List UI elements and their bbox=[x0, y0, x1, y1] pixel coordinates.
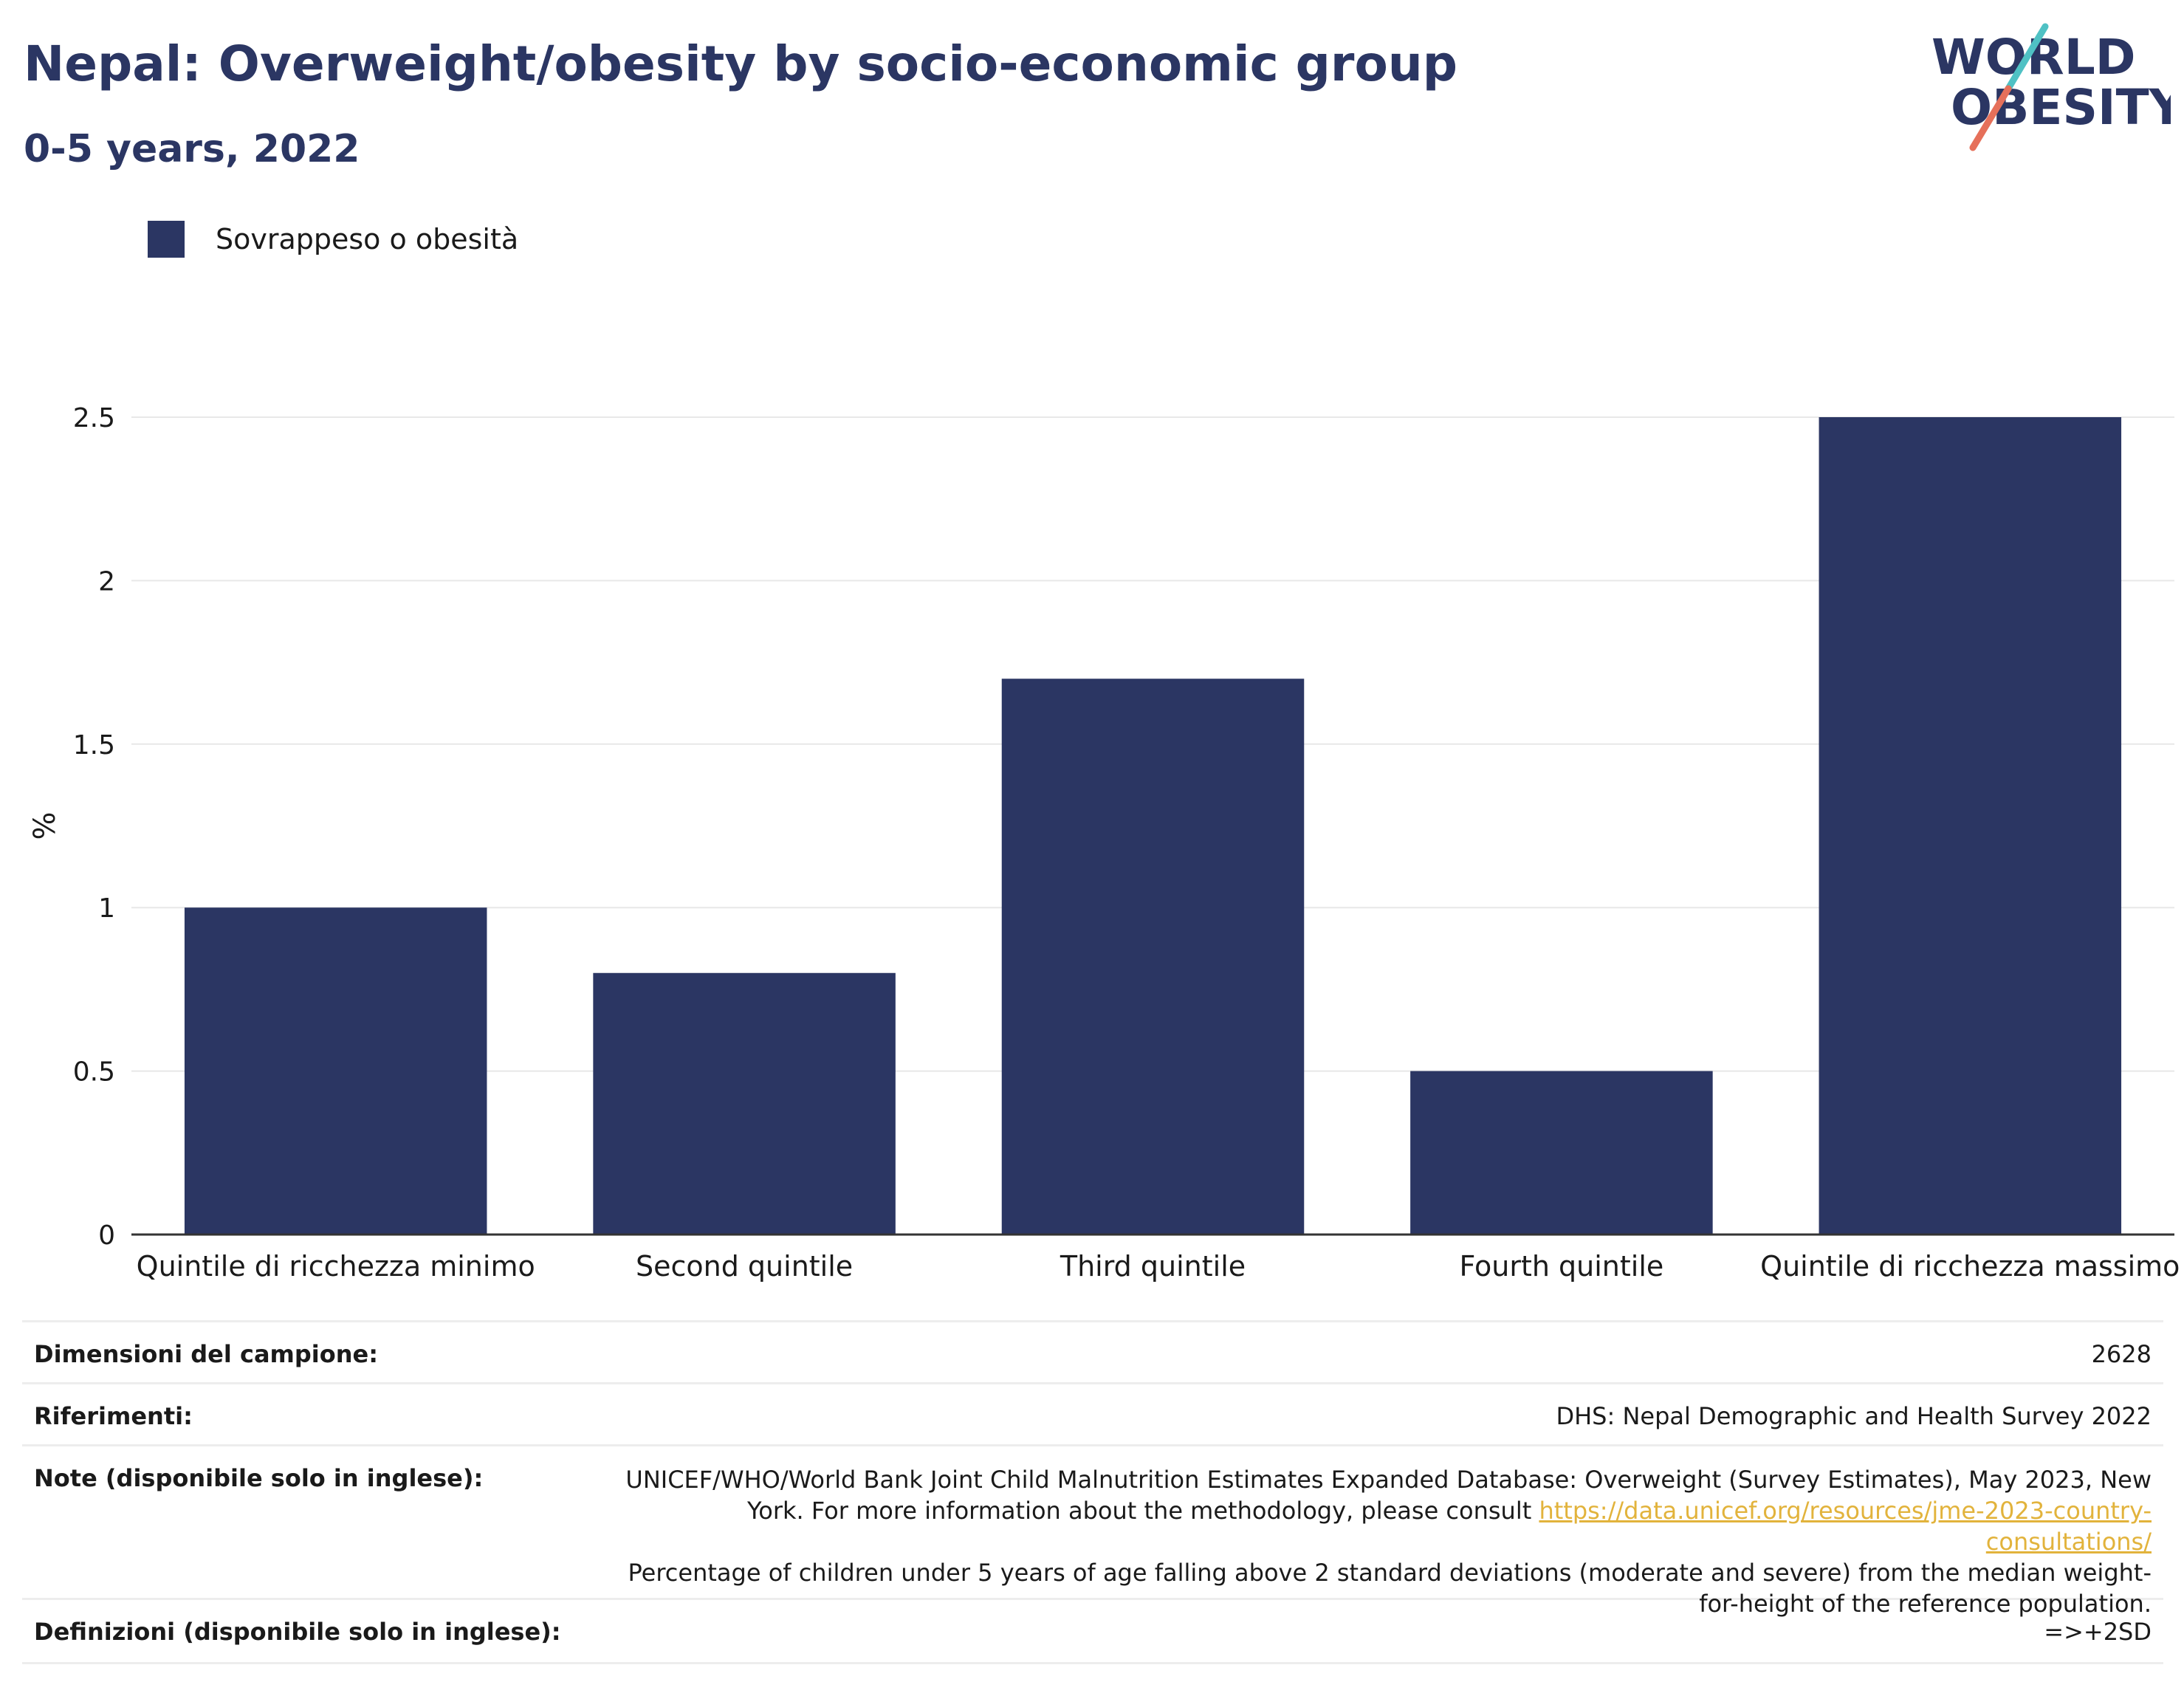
notes-link[interactable]: https://data.unicef.org/resources/jme-20… bbox=[1539, 1497, 2152, 1556]
references-label: Riferimenti: bbox=[34, 1402, 193, 1430]
notes-text-2: Percentage of children under 5 years of … bbox=[628, 1559, 2152, 1618]
y-axis-label: % bbox=[28, 811, 62, 840]
x-tick-label: Quintile di ricchezza minimo bbox=[137, 1250, 535, 1283]
notes-row: Note (disponibile solo in inglese): UNIC… bbox=[22, 1444, 2163, 1618]
info-table: Dimensioni del campione: 2628 Riferiment… bbox=[22, 1320, 2163, 1664]
sample-size-label: Dimensioni del campione: bbox=[34, 1340, 379, 1368]
y-tick-label: 2 bbox=[98, 566, 115, 597]
definitions-value: =>+2SD bbox=[2044, 1618, 2152, 1646]
notes-value: UNICEF/WHO/World Bank Joint Child Malnut… bbox=[616, 1464, 2163, 1619]
chart-title: Nepal: Overweight/obesity by socio-econo… bbox=[24, 35, 1458, 92]
legend-swatch bbox=[148, 221, 185, 258]
bar-1[interactable] bbox=[593, 972, 896, 1235]
legend[interactable]: Sovrappeso o obesità bbox=[148, 220, 518, 258]
world-obesity-logo: WORLD OBESITY bbox=[1931, 23, 2171, 151]
y-axis-ticks: 0 0.5 1 1.5 2 2.5 bbox=[73, 403, 115, 1251]
x-axis-ticks: Quintile di ricchezza minimo Second quint… bbox=[137, 1250, 2180, 1283]
y-tick-label: 0.5 bbox=[73, 1057, 115, 1088]
bar-2[interactable] bbox=[1001, 679, 1305, 1235]
bar-3[interactable] bbox=[1410, 1071, 1713, 1235]
logo-slash-bottom bbox=[1969, 85, 2012, 151]
x-tick-label: Second quintile bbox=[636, 1250, 853, 1283]
bars bbox=[184, 417, 2122, 1235]
references-row: Riferimenti: DHS: Nepal Demographic and … bbox=[22, 1382, 2163, 1444]
notes-label: Note (disponibile solo in inglese): bbox=[34, 1464, 484, 1492]
y-tick-label: 2.5 bbox=[73, 403, 115, 433]
bar-4[interactable] bbox=[1819, 417, 2122, 1235]
sample-size-value: 2628 bbox=[2091, 1340, 2152, 1368]
chart-subtitle: 0-5 years, 2022 bbox=[24, 127, 360, 171]
references-value: DHS: Nepal Demographic and Health Survey… bbox=[1556, 1402, 2152, 1430]
definitions-label: Definizioni (disponibile solo in inglese… bbox=[34, 1618, 561, 1646]
y-tick-label: 0 bbox=[98, 1220, 115, 1251]
legend-label: Sovrappeso o obesità bbox=[216, 223, 519, 255]
logo-slash-top bbox=[2005, 23, 2049, 92]
definitions-row: Definizioni (disponibile solo in inglese… bbox=[22, 1598, 2163, 1664]
y-tick-label: 1.5 bbox=[73, 730, 115, 761]
x-tick-label: Third quintile bbox=[1060, 1250, 1246, 1283]
y-tick-label: 1 bbox=[98, 893, 115, 924]
sample-size-row: Dimensioni del campione: 2628 bbox=[22, 1320, 2163, 1382]
logo-text-line1: WORLD bbox=[1931, 29, 2136, 86]
bar-chart: 0 0.5 1 1.5 2 2.5 Quintile di ricchezza minim… bbox=[28, 403, 2180, 1283]
bar-0[interactable] bbox=[184, 907, 487, 1235]
x-tick-label: Fourth quintile bbox=[1460, 1250, 1664, 1283]
x-tick-label: Quintile di ricchezza massimo bbox=[1760, 1250, 2180, 1283]
notes-text-1: UNICEF/WHO/World Bank Joint Child Malnut… bbox=[625, 1466, 2152, 1525]
